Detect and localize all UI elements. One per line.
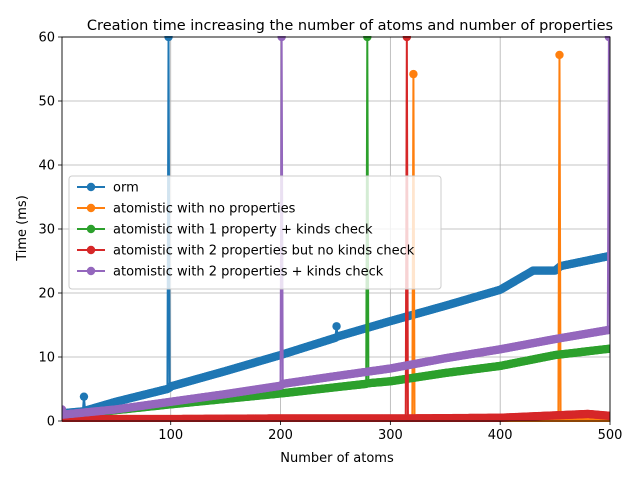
x-tick-label: 200 bbox=[268, 428, 293, 443]
legend-marker bbox=[86, 266, 96, 276]
series-4 bbox=[62, 36, 610, 419]
legend-label: orm bbox=[113, 181, 139, 196]
legend-label: atomistic with 1 property + kinds check bbox=[113, 223, 373, 238]
y-tick-label: 50 bbox=[38, 95, 55, 110]
legend-label: atomistic with no properties bbox=[113, 202, 296, 217]
series-layer bbox=[62, 36, 610, 422]
legend-marker bbox=[86, 182, 96, 192]
y-axis-ticks: 0 10 20 30 40 50 60 bbox=[38, 31, 62, 430]
x-axis-label: Number of atoms bbox=[280, 451, 394, 466]
y-axis-label: Time (ms) bbox=[15, 195, 30, 262]
y-tick-label: 10 bbox=[38, 351, 55, 366]
chart-title: Creation time increasing the number of a… bbox=[87, 18, 613, 34]
y-tick-label: 60 bbox=[38, 31, 55, 46]
legend-entry: atomistic with 1 property + kinds check bbox=[77, 223, 373, 238]
y-tick-label: 40 bbox=[38, 159, 55, 174]
y-tick-label: 0 bbox=[47, 415, 55, 430]
x-tick-label: 100 bbox=[158, 428, 183, 443]
legend-box bbox=[68, 175, 442, 290]
y-tick-label: 30 bbox=[38, 223, 55, 238]
legend-marker bbox=[86, 224, 96, 234]
legend-marker bbox=[86, 245, 96, 255]
y-tick-label: 20 bbox=[38, 287, 55, 302]
legend-marker bbox=[86, 203, 96, 213]
x-tick-label: 300 bbox=[378, 428, 403, 443]
data-point bbox=[605, 325, 610, 334]
legend-entry: atomistic with no properties bbox=[77, 202, 296, 217]
legend-entry: atomistic with 2 properties + kinds chec… bbox=[77, 265, 384, 280]
data-point bbox=[332, 322, 341, 331]
data-point bbox=[409, 69, 418, 79]
legend-label: atomistic with 2 properties but no kinds… bbox=[113, 244, 415, 259]
legend-entry: orm bbox=[77, 181, 139, 196]
legend-label: atomistic with 2 properties + kinds chec… bbox=[113, 265, 384, 280]
x-tick-label: 500 bbox=[598, 428, 623, 443]
data-point bbox=[605, 344, 610, 353]
legend-entry: atomistic with 2 properties but no kinds… bbox=[77, 244, 415, 259]
x-axis-ticks: 100 200 300 400 500 bbox=[158, 421, 622, 443]
data-point bbox=[555, 50, 564, 60]
data-point bbox=[605, 411, 610, 421]
x-tick-label: 400 bbox=[488, 428, 513, 443]
data-point bbox=[79, 392, 89, 401]
series-3 bbox=[62, 36, 610, 422]
legend: orm atomistic with no properties atomistic… bbox=[68, 175, 442, 290]
